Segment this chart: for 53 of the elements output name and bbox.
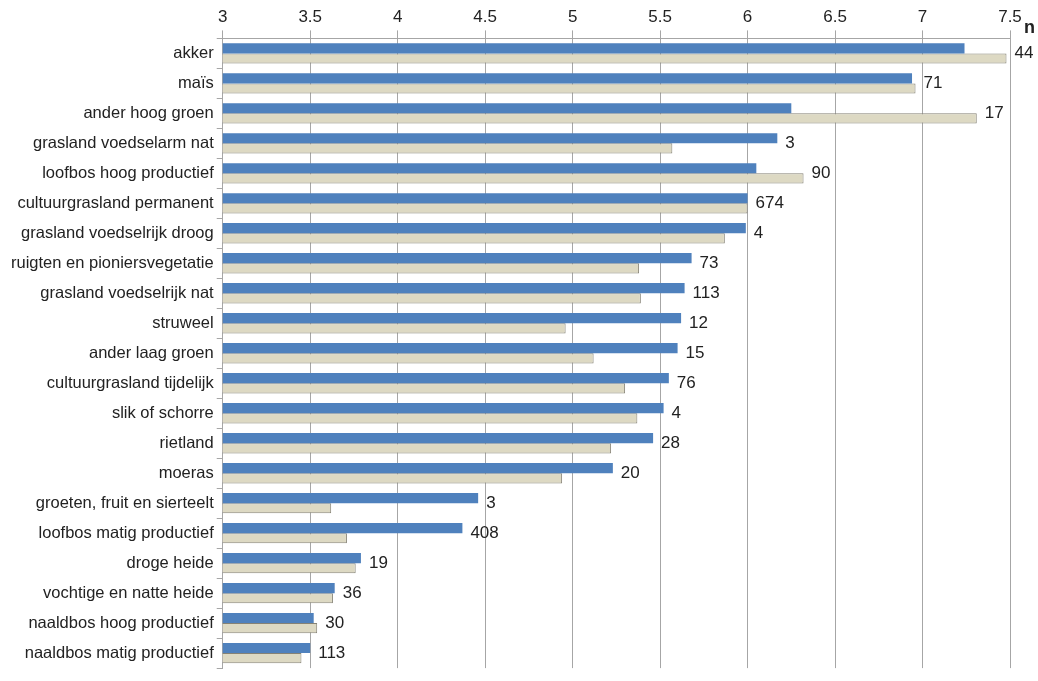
x-tick-label: 3.5 [298,6,323,26]
annotation: 408 [470,522,499,542]
x-tick-label: 4 [392,6,403,26]
y-tick-label: akker [173,42,215,61]
annotation: 3 [785,133,795,153]
x-tick-label: 4.5 [473,6,497,26]
x-tick-label: 5.5 [648,6,672,26]
y-tick-label: grasland voedselrijk nat [40,282,215,301]
annotation: 4 [753,222,764,242]
y-tick-label: naaldbos hoog productief [28,612,215,631]
y-tick-label: droge heide [126,552,214,571]
y-tick-label: struweel [152,312,214,331]
annotation: 19 [368,552,388,572]
annotation: 674 [755,193,784,213]
y-tick-label: grasland voedselrijk droog [21,222,214,241]
x-tick-label: 6 [742,6,753,26]
x-tick-label: 5 [567,6,578,26]
x-tick-label: 6.5 [823,6,847,26]
x-tick-label: 7 [917,6,928,26]
annotation: 28 [661,432,681,452]
annotation: 90 [811,163,831,183]
annotation: 17 [984,103,1004,123]
annotation: 30 [325,612,345,632]
y-tick-label: ander laag groen [88,342,214,361]
x-tick-label: 3 [217,6,228,26]
annotation: 71 [923,73,943,93]
y-tick-label: slik of schorre [111,402,214,421]
annotation: 113 [318,642,346,662]
y-tick-label: groeten, fruit en sierteelt [35,492,215,511]
y-tick-label: rietland [159,432,214,451]
y-tick-label: cultuurgrasland permanent [17,192,215,211]
annotation: 113 [692,282,720,302]
y-tick-label: ander hoog groen [83,102,214,121]
y-tick-label: vochtige en natte heide [43,582,214,601]
y-tick-label: naaldbos matig productief [24,642,215,661]
annotation: 73 [699,252,719,272]
y-tick-label: maïs [177,72,214,91]
annotation: 44 [1014,43,1034,63]
annotation: 3 [486,492,496,512]
x-tick-label: 7.5 [998,6,1022,26]
annotation: 76 [676,372,696,392]
annotation: 12 [689,312,709,332]
text: n [1024,17,1035,38]
y-tick-label: loofbos matig productief [38,522,215,541]
annotation: 20 [620,462,640,482]
annotation: 15 [685,342,705,362]
annotation: 36 [342,582,362,602]
annotation: 4 [671,402,682,422]
y-tick-label: grasland voedselarm nat [33,132,215,151]
y-tick-label: ruigten en pioniersvegetatie [10,252,214,271]
y-tick-label: loofbos hoog productief [42,162,215,181]
y-tick-label: cultuurgrasland tijdelijk [46,372,215,391]
y-tick-label: moeras [158,462,214,481]
